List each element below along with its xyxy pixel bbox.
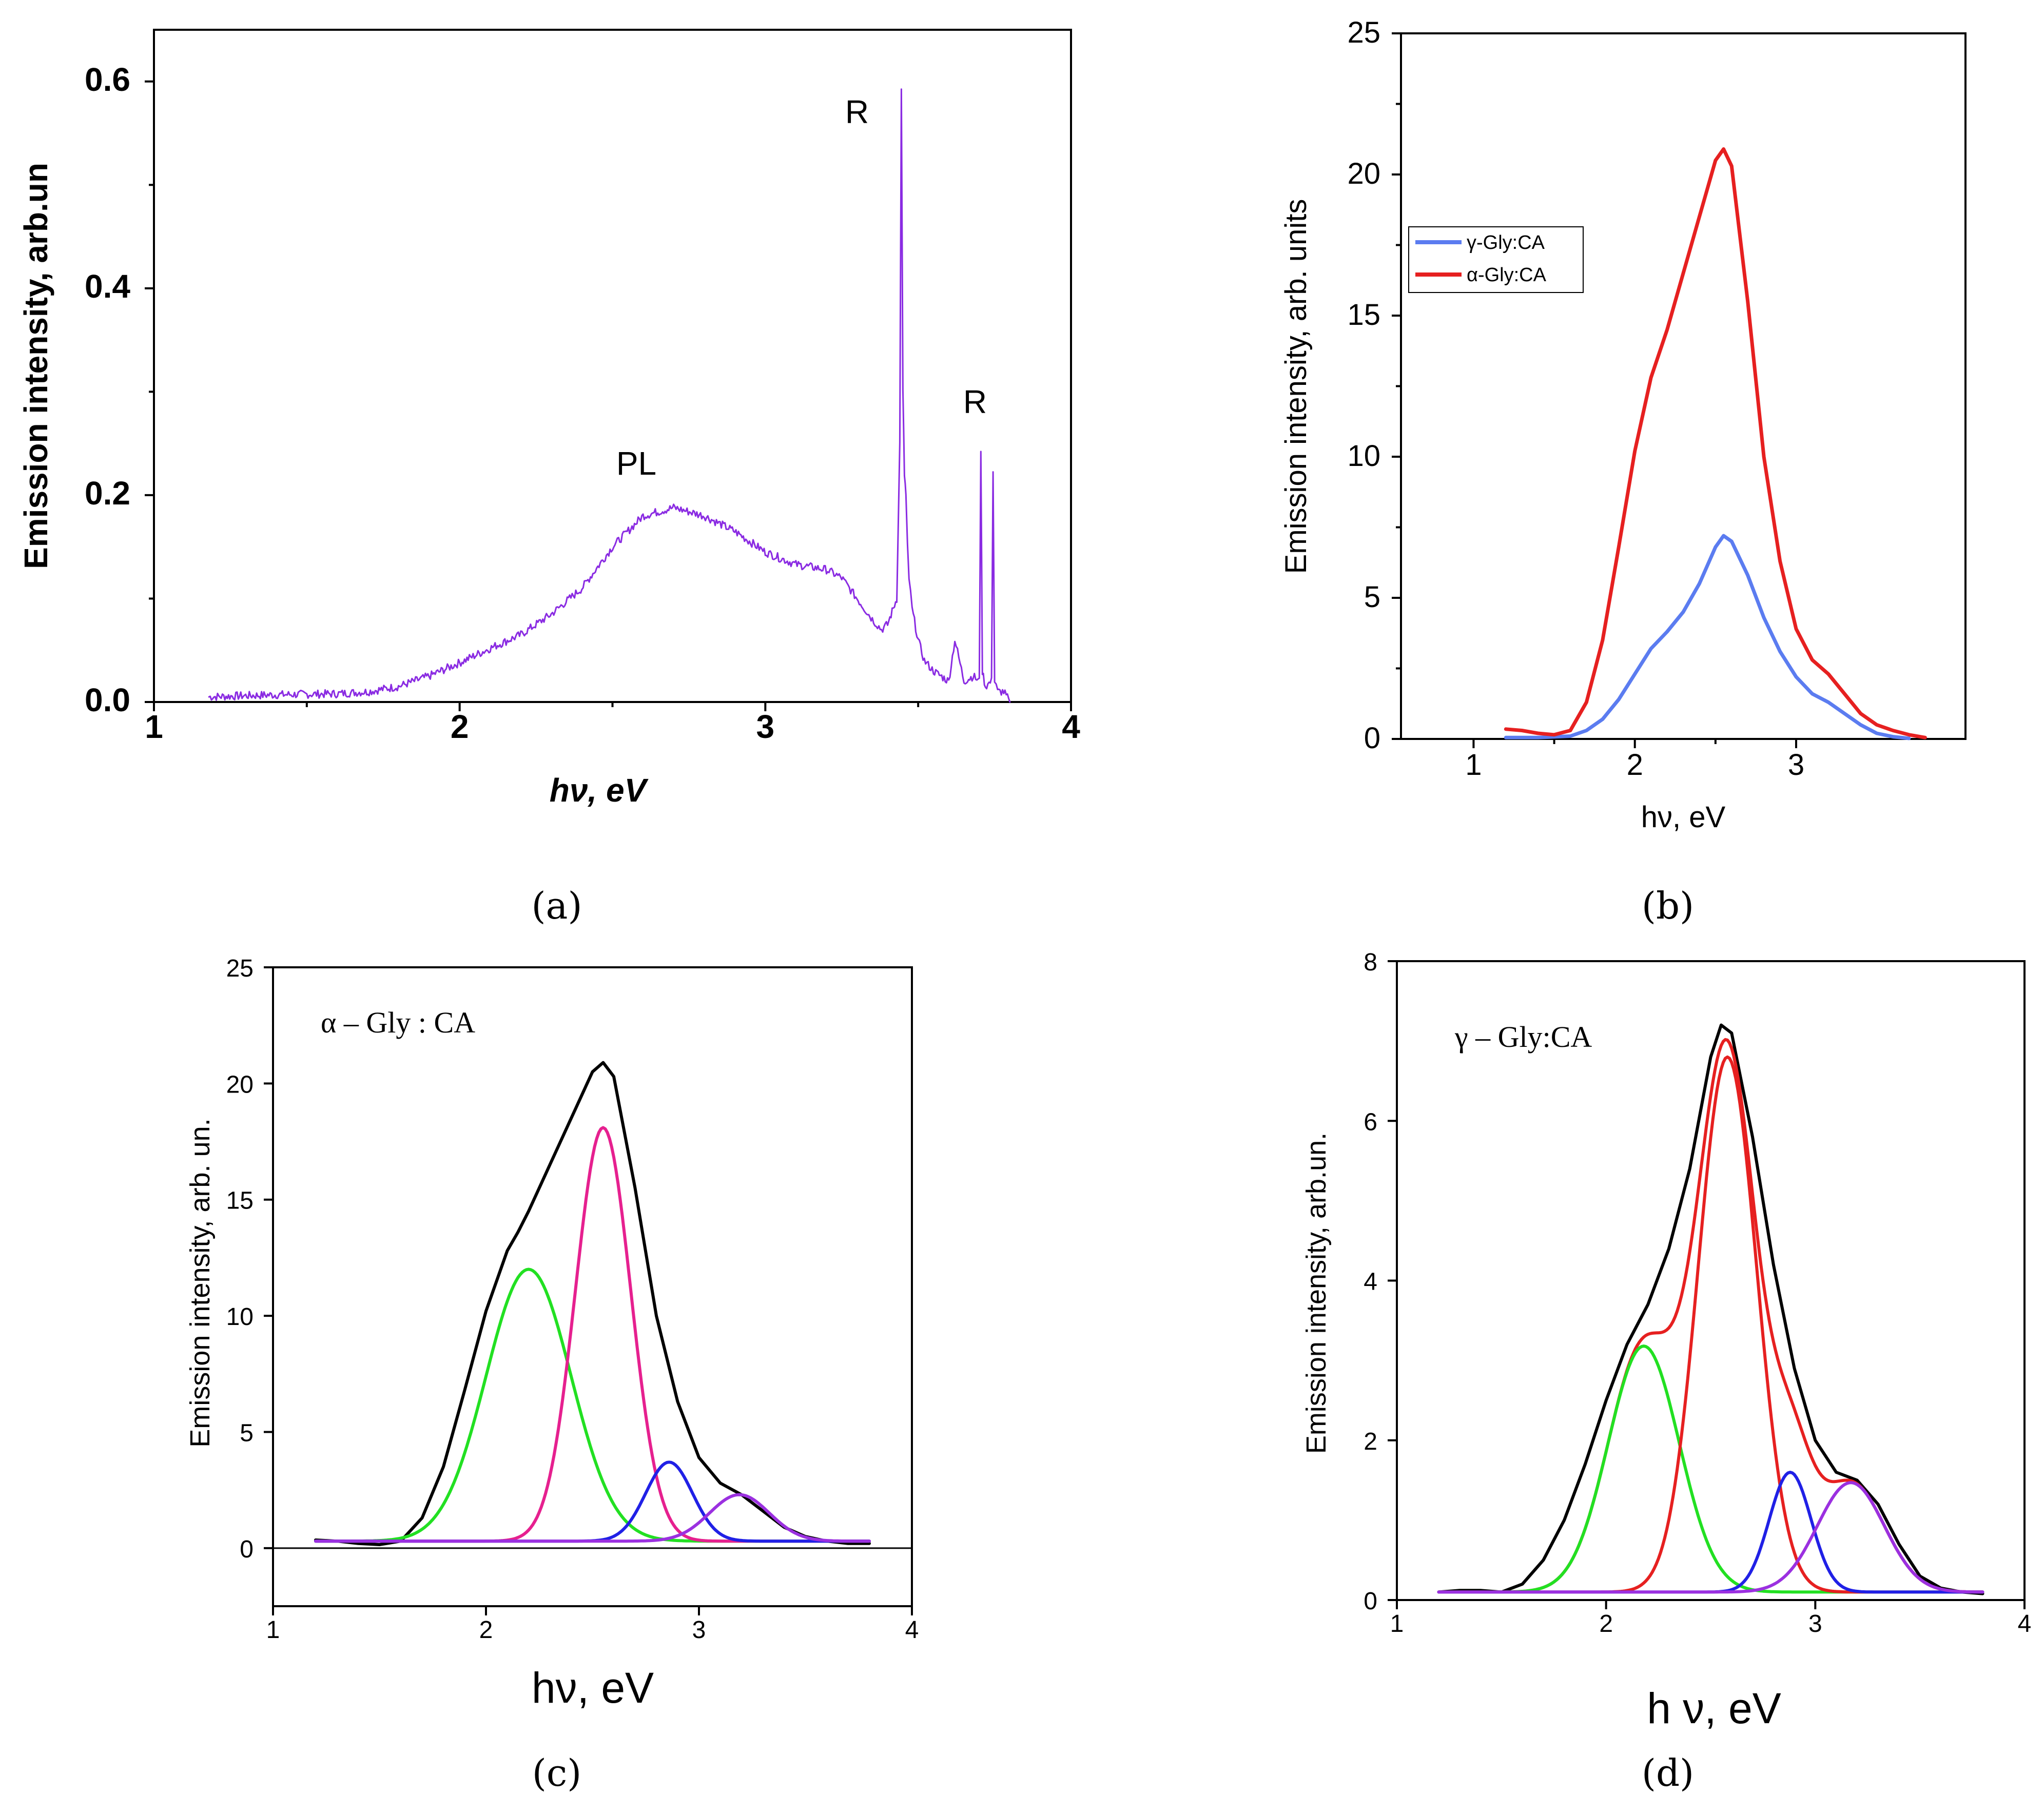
panel-a-xtick-label: 3 bbox=[756, 708, 775, 745]
panel-a-ticks: 1 2 3 4 0.0 0.2 0.4 0.6 bbox=[85, 61, 1080, 745]
panel-a-annotation-r2: R bbox=[963, 383, 987, 420]
panel-c-plot-frame bbox=[272, 966, 913, 1607]
panel-d-ytick-label: 2 bbox=[1364, 1428, 1377, 1455]
panel-a-xtick-label: 2 bbox=[451, 708, 469, 745]
panel-d-series bbox=[1437, 1023, 1984, 1595]
panel-a-plot-frame bbox=[153, 29, 1072, 703]
panel-d-ylabel: Emission intensity, arb.un. bbox=[1301, 1133, 1332, 1454]
panel-d-label: (d) bbox=[1642, 1751, 1694, 1795]
panel-a-xlabel: hν, eV bbox=[550, 772, 649, 809]
panel-b-xtick-label: 1 bbox=[1465, 748, 1482, 782]
panel-d-ytick-label: 4 bbox=[1364, 1269, 1377, 1296]
panel-d-series-measured bbox=[1437, 1023, 1984, 1595]
panel-c-xlabel: hν, eV bbox=[532, 1664, 654, 1712]
panel-d-chart: 1 2 3 4 0 2 4 6 8 γ – Gly:CA h ν, eV Emission in… bbox=[1301, 949, 2031, 1795]
panel-a-ylabel: Emission intensity, arb.un bbox=[17, 163, 54, 569]
panel-a-xtick-label: 4 bbox=[1062, 708, 1080, 745]
panel-b-legend-label-alpha: α-Gly:CA bbox=[1467, 264, 1547, 286]
panel-d-xtick-label: 1 bbox=[1390, 1610, 1404, 1637]
panel-c-ytick-label: 10 bbox=[226, 1303, 254, 1331]
panel-b-ticks: 1 2 3 0 5 10 15 20 25 bbox=[1347, 16, 1804, 782]
panel-d-xtick-label: 2 bbox=[1599, 1610, 1613, 1637]
panel-d-series-peak-3 bbox=[1437, 1471, 1984, 1594]
panel-b-xtick-label: 3 bbox=[1788, 748, 1804, 782]
panel-b-ytick-label: 5 bbox=[1364, 580, 1380, 614]
panel-b-ytick-label: 20 bbox=[1347, 157, 1380, 190]
panel-c-ytick-label: 5 bbox=[240, 1419, 254, 1447]
panel-b-series bbox=[1504, 147, 1927, 740]
panel-d-series-fit-sum bbox=[1437, 1038, 1984, 1594]
panel-b-series--Gly-CA bbox=[1504, 147, 1927, 739]
panel-a-xtick-label: 1 bbox=[145, 708, 163, 745]
panel-a-ytick-label: 0.4 bbox=[85, 268, 130, 305]
panel-d-ytick-label: 8 bbox=[1364, 949, 1377, 976]
panel-b-series--Gly-CA bbox=[1504, 534, 1911, 740]
panel-d-ytick-label: 0 bbox=[1364, 1588, 1377, 1615]
panel-d-series-peak-2 bbox=[1437, 1055, 1984, 1594]
panel-d-ticks: 1 2 3 4 0 2 4 6 8 bbox=[1364, 949, 2031, 1637]
panel-c-ytick-label: 0 bbox=[240, 1536, 254, 1563]
panel-c-xtick-label: 3 bbox=[692, 1616, 706, 1644]
panel-c-series-measured bbox=[314, 1061, 871, 1546]
panel-a-annotation-r1: R bbox=[845, 93, 869, 130]
panel-a-chart: 1 2 3 4 0.0 0.2 0.4 0.6 hν, eV Emission intensi… bbox=[17, 29, 1080, 927]
panel-b-xlabel: hν, eV bbox=[1641, 801, 1726, 834]
panel-b-ytick-label: 25 bbox=[1347, 16, 1380, 49]
panel-a-ytick-label: 0.0 bbox=[85, 681, 130, 718]
panel-d-annotation: γ – Gly:CA bbox=[1454, 1020, 1592, 1054]
panel-b-chart: 1 2 3 0 5 10 15 20 25 hν, eV Emission intensity,… bbox=[1279, 16, 1967, 927]
panel-b-legend-label-gamma: γ-Gly:CA bbox=[1467, 232, 1545, 254]
panel-c-ytick-label: 15 bbox=[226, 1187, 254, 1215]
panel-b-xtick-label: 2 bbox=[1627, 748, 1643, 782]
panel-c-series-peak-1 bbox=[314, 1268, 871, 1543]
panel-d-xtick-label: 3 bbox=[1808, 1610, 1822, 1637]
panel-a-series bbox=[208, 88, 1011, 703]
panel-a-annotation-pl: PL bbox=[616, 445, 656, 482]
panel-c-annotation: α – Gly : CA bbox=[321, 1006, 475, 1039]
panel-d-xtick-label: 4 bbox=[2018, 1610, 2032, 1637]
panel-a-ytick-label: 0.6 bbox=[85, 61, 130, 98]
panel-a-series-spectrum bbox=[208, 88, 1011, 703]
panel-c-series-peak-4 bbox=[314, 1493, 871, 1543]
panel-c-xtick-label: 2 bbox=[479, 1616, 493, 1644]
panel-b-ytick-label: 10 bbox=[1347, 439, 1380, 473]
panel-c-label: (c) bbox=[532, 1751, 582, 1795]
panel-d-xlabel: h ν, eV bbox=[1647, 1684, 1781, 1732]
panel-d-ytick-label: 6 bbox=[1364, 1108, 1377, 1136]
panel-c-chart: 1 2 3 4 0 5 10 15 20 25 α – Gly : CA hν, eV Emiss… bbox=[185, 955, 919, 1795]
panel-b-plot-frame bbox=[1400, 32, 1967, 740]
panel-b-ytick-label: 15 bbox=[1347, 298, 1380, 332]
panel-a-label: (a) bbox=[531, 884, 582, 927]
panel-b-ylabel: Emission intensity, arb. units bbox=[1279, 199, 1313, 574]
panel-d-series-peak-4 bbox=[1437, 1481, 1984, 1594]
panel-b-ytick-label: 0 bbox=[1364, 722, 1380, 755]
panel-c-series bbox=[314, 1061, 871, 1546]
panel-c-ylabel: Emission intensity, arb. un. bbox=[185, 1118, 216, 1447]
panel-c-series-peak-2 bbox=[314, 1126, 871, 1543]
panel-b-legend-box bbox=[1408, 226, 1584, 293]
panel-c-ytick-label: 25 bbox=[226, 955, 254, 982]
panel-b-legend: γ-Gly:CA α-Gly:CA bbox=[1408, 226, 1584, 293]
panel-c-xtick-label: 1 bbox=[266, 1616, 280, 1644]
panel-c-ticks: 1 2 3 4 0 5 10 15 20 25 bbox=[226, 955, 919, 1644]
panel-a-ytick-label: 0.2 bbox=[85, 475, 130, 512]
panel-c-xtick-label: 4 bbox=[905, 1616, 919, 1644]
panel-b-label: (b) bbox=[1642, 884, 1694, 927]
panel-c-ytick-label: 20 bbox=[226, 1071, 254, 1098]
